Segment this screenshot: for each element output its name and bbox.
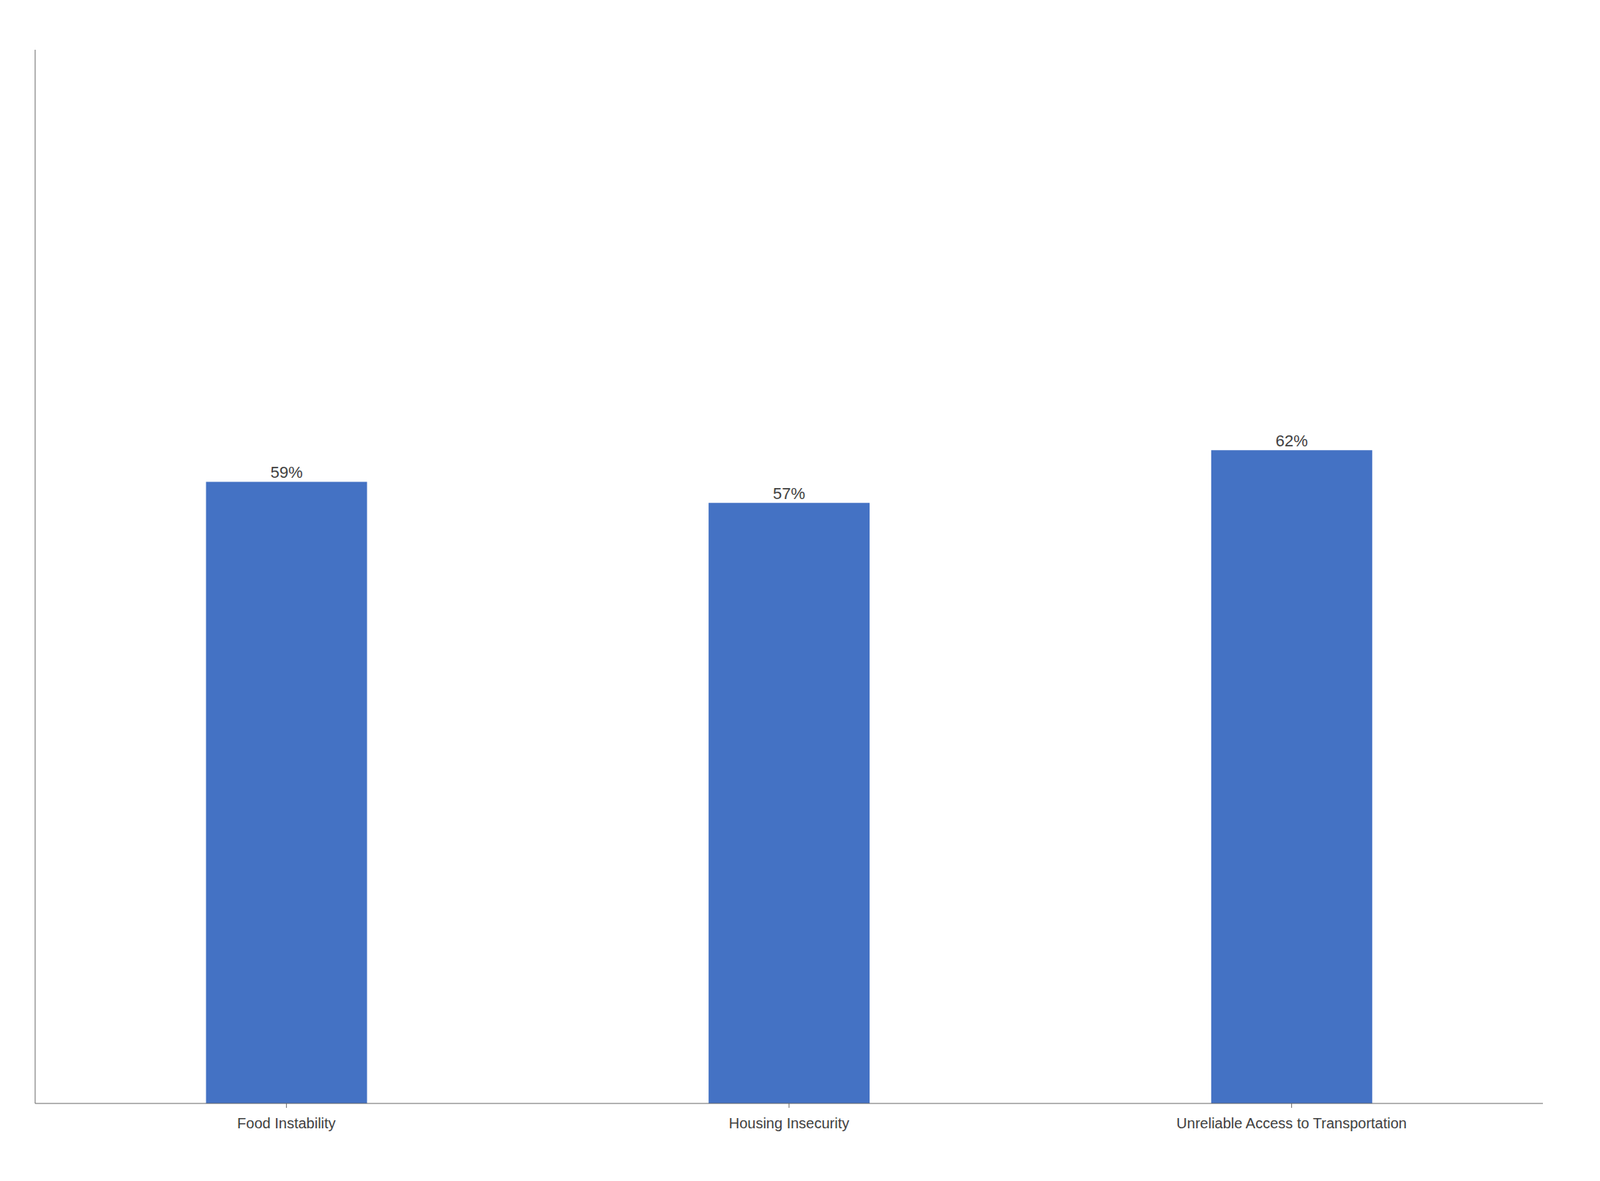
svg-text:Housing Insecurity: Housing Insecurity [729,1115,850,1132]
svg-text:Unreliable Access to Transport: Unreliable Access to Transportation [1176,1115,1407,1132]
svg-text:62%: 62% [1275,431,1308,451]
svg-text:Food Instability: Food Instability [237,1115,336,1132]
svg-text:57%: 57% [772,484,806,503]
svg-text:59%: 59% [270,463,303,482]
